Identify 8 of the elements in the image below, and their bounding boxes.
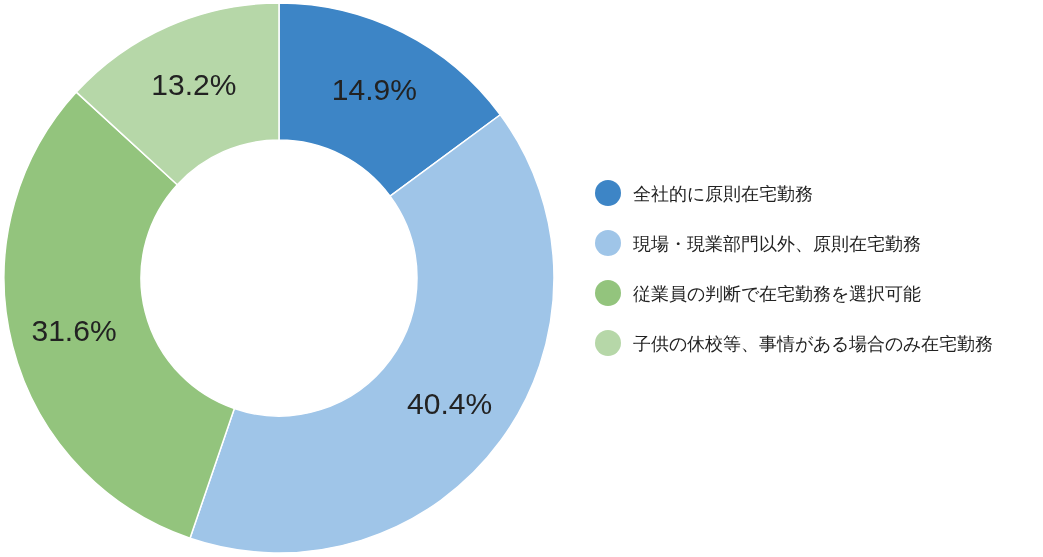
data-label: 40.4% bbox=[407, 386, 493, 420]
data-label: 13.2% bbox=[151, 67, 237, 101]
legend-label: 現場・現業部門以外、原則在宅勤務 bbox=[633, 232, 921, 254]
legend-label: 子供の休校等、事情がある場合のみ在宅勤務 bbox=[633, 332, 993, 354]
data-label: 14.9% bbox=[331, 72, 417, 106]
legend-label: 全社的に原則在宅勤務 bbox=[633, 182, 813, 204]
data-label: 31.6% bbox=[31, 313, 117, 347]
legend-label: 従業員の判断で在宅勤務を選択可能 bbox=[633, 282, 921, 304]
